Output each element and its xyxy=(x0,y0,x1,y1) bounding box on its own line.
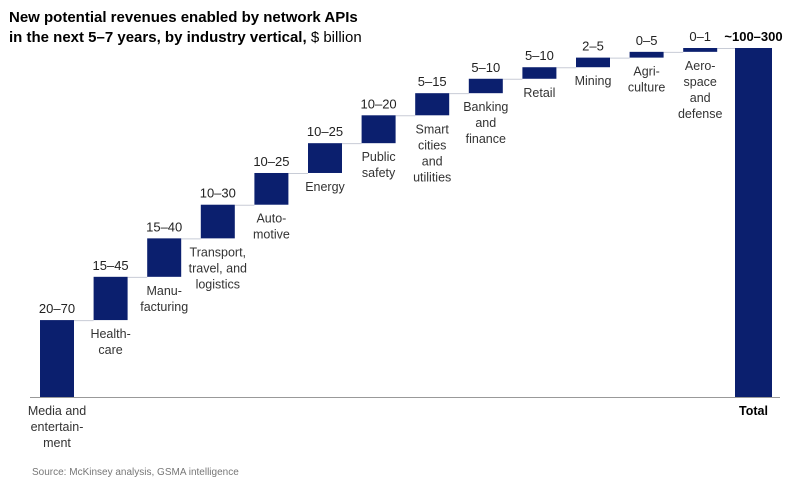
data-label: 5–10 xyxy=(471,60,500,75)
category-label-line: utilities xyxy=(413,170,451,184)
data-label: 2–5 xyxy=(582,39,604,54)
bar xyxy=(40,320,74,397)
category-label-line: travel, and xyxy=(189,261,247,275)
category-label: Public safety xyxy=(362,150,396,180)
bar xyxy=(468,78,503,94)
category-label-line: finance xyxy=(466,132,506,146)
category-label: Retail xyxy=(523,86,555,100)
data-label: 10–30 xyxy=(200,186,236,201)
category-label: Mining xyxy=(575,74,612,88)
source-note: Source: McKinsey analysis, GSMA intellig… xyxy=(32,467,239,478)
bar xyxy=(522,67,557,79)
category-label: Banking and finance xyxy=(463,100,508,146)
category-label-line: Auto- xyxy=(256,212,286,226)
data-label: 0–5 xyxy=(636,33,658,48)
category-label: Health-care xyxy=(90,327,130,357)
category-label-line: culture xyxy=(628,81,666,95)
title-unit: $ billion xyxy=(310,29,362,46)
category-label: Total xyxy=(739,404,768,418)
title-line-2-text: in the next 5–7 years, by industry verti… xyxy=(9,29,307,46)
chart-title: New potential revenues enabled by networ… xyxy=(9,8,529,48)
data-label: ~100–300 xyxy=(724,29,782,44)
bar xyxy=(576,57,610,68)
bar xyxy=(361,115,396,144)
category-label-line: motive xyxy=(253,228,290,242)
category-label-line: safety xyxy=(362,166,396,180)
category-label-line: Media and xyxy=(28,404,86,418)
category-label-line: space xyxy=(684,75,717,89)
category-label-line: Retail xyxy=(523,86,555,100)
category-label: Energy xyxy=(305,180,345,194)
category-label: Transport, travel, and logistics xyxy=(189,245,247,291)
category-label: Aero-space and defense xyxy=(678,59,723,121)
data-label: 10–20 xyxy=(361,96,397,111)
title-line-2: in the next 5–7 years, by industry verti… xyxy=(9,28,529,48)
category-label-line: Smart xyxy=(416,122,450,136)
bar xyxy=(254,172,289,205)
category-label-line: facturing xyxy=(140,300,188,314)
bar xyxy=(147,238,182,277)
category-label-line: ment xyxy=(43,436,71,450)
category-label-line: Manu- xyxy=(146,284,181,298)
bar xyxy=(735,48,772,397)
category-label: Auto-motive xyxy=(253,212,290,242)
category-label-line: Public xyxy=(362,150,396,164)
category-label-line: care xyxy=(98,343,122,357)
category-label: Agri-culture xyxy=(628,65,666,95)
category-label: Media and entertain-ment xyxy=(28,404,86,450)
bar xyxy=(93,276,128,321)
data-label: 15–45 xyxy=(93,258,129,273)
data-label: 0–1 xyxy=(689,29,711,44)
category-label: Manu-facturing xyxy=(140,284,188,314)
data-label: 10–25 xyxy=(307,124,343,139)
data-label: 10–25 xyxy=(253,154,289,169)
category-label-line: Energy xyxy=(305,180,345,194)
bar xyxy=(308,143,342,173)
data-label: 20–70 xyxy=(39,301,75,316)
data-label: 5–15 xyxy=(418,74,447,89)
category-label-line: Banking xyxy=(463,100,508,114)
category-label-line: Transport, xyxy=(190,245,247,259)
bar xyxy=(200,204,235,239)
bar xyxy=(629,51,664,58)
bar xyxy=(415,93,450,116)
category-label: Smart cities and utilities xyxy=(413,122,451,184)
category-label-line: and xyxy=(690,91,711,105)
data-label: 5–10 xyxy=(525,48,554,63)
category-label-line: Total xyxy=(739,404,768,418)
bar xyxy=(683,48,718,52)
category-label-line: and xyxy=(475,116,496,130)
category-label-line: logistics xyxy=(196,277,240,291)
category-label-line: and xyxy=(422,154,443,168)
category-label-line: cities xyxy=(418,138,446,152)
category-label-line: Agri- xyxy=(633,65,659,79)
category-label-line: Health- xyxy=(90,327,130,341)
category-label-line: defense xyxy=(678,107,723,121)
data-label: 15–40 xyxy=(146,219,182,234)
category-label-line: entertain- xyxy=(31,420,84,434)
title-line-1: New potential revenues enabled by networ… xyxy=(9,9,358,26)
category-label-line: Mining xyxy=(575,74,612,88)
category-label-line: Aero- xyxy=(685,59,716,73)
